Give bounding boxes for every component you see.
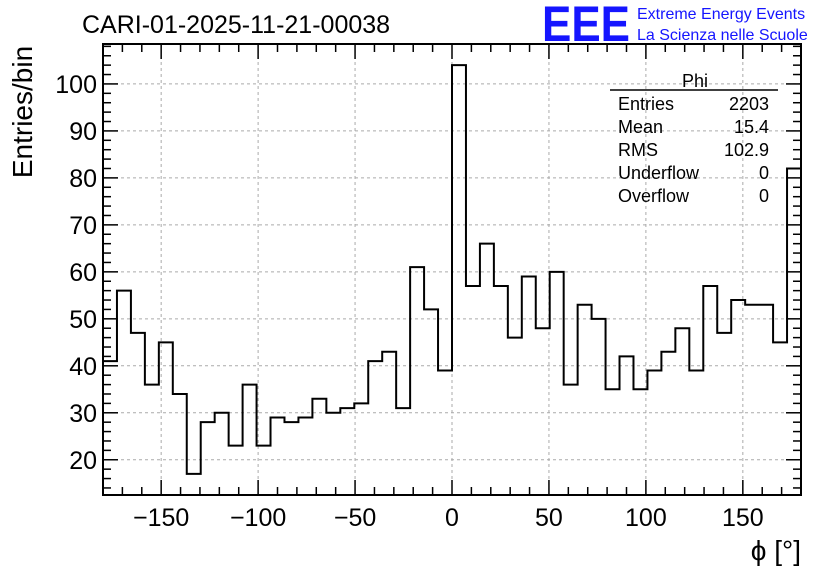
stats-value: 0 [759, 163, 769, 183]
y-tick-label: 80 [69, 165, 97, 193]
histogram-outline [103, 64, 801, 475]
stats-label: Mean [618, 117, 663, 137]
stats-value: 15.4 [734, 117, 769, 137]
stats-value: 2203 [729, 94, 769, 114]
y-tick-label: 100 [55, 71, 97, 99]
y-tick-label: 60 [69, 259, 97, 287]
stats-label: Underflow [618, 163, 700, 183]
x-tick-label: 150 [722, 504, 764, 532]
eee-tagline-1: Extreme Energy Events [637, 6, 805, 23]
y-tick-label: 40 [69, 353, 97, 381]
stats-box: Phi Entries 2203 Mean 15.4 RMS 102.9 Underflow… [610, 71, 778, 206]
x-tick-label: 0 [445, 504, 459, 532]
stats-title: Phi [682, 71, 708, 91]
y-tick-label: 50 [69, 306, 97, 334]
x-tick-label: −50 [334, 504, 376, 532]
stats-label: RMS [618, 140, 658, 160]
x-axis-label: ϕ [°] [751, 535, 801, 566]
chart-title: CARI-01-2025-11-21-00038 [82, 11, 390, 39]
stats-rows: Entries 2203 Mean 15.4 RMS 102.9 Underflow 0 Ove… [618, 94, 769, 206]
x-tick-labels: −150 −100 −50 0 50 100 150 [133, 504, 764, 532]
stats-label: Entries [618, 94, 674, 114]
x-tick-label: −100 [230, 504, 286, 532]
y-tick-label: 90 [69, 118, 97, 146]
y-axis-label: Entries/bin [7, 46, 38, 178]
y-tick-label: 20 [69, 447, 97, 475]
x-tick-label: 50 [535, 504, 563, 532]
y-tick-labels: 20 30 40 50 60 70 80 90 100 [55, 71, 97, 475]
x-tick-label: −150 [133, 504, 189, 532]
y-tick-label: 70 [69, 212, 97, 240]
y-tick-label: 30 [69, 400, 97, 428]
stats-label: Overflow [618, 186, 690, 206]
stats-value: 102.9 [724, 140, 769, 160]
stats-value: 0 [759, 186, 769, 206]
x-tick-label: 100 [625, 504, 667, 532]
plot-frame [102, 43, 802, 496]
axis-ticks [102, 44, 802, 495]
eee-tagline-2: La Scienza nelle Scuole [637, 27, 808, 44]
